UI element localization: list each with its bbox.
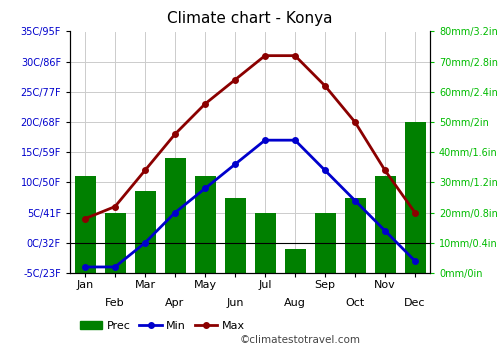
Bar bbox=[194, 176, 216, 273]
Bar bbox=[404, 122, 425, 273]
Bar bbox=[374, 176, 396, 273]
Bar bbox=[314, 212, 336, 273]
Text: ©climatestotravel.com: ©climatestotravel.com bbox=[240, 335, 361, 345]
Bar bbox=[134, 191, 156, 273]
Title: Climate chart - Konya: Climate chart - Konya bbox=[167, 11, 333, 26]
Text: Feb: Feb bbox=[105, 298, 125, 308]
Bar bbox=[254, 212, 276, 273]
Bar bbox=[344, 197, 366, 273]
Bar bbox=[74, 176, 96, 273]
Legend: Prec, Min, Max: Prec, Min, Max bbox=[76, 316, 249, 335]
Bar bbox=[224, 197, 246, 273]
Text: Oct: Oct bbox=[346, 298, 364, 308]
Bar bbox=[284, 249, 306, 273]
Text: Dec: Dec bbox=[404, 298, 426, 308]
Text: Jun: Jun bbox=[226, 298, 244, 308]
Bar bbox=[104, 212, 126, 273]
Text: Aug: Aug bbox=[284, 298, 306, 308]
Bar bbox=[164, 158, 186, 273]
Text: Apr: Apr bbox=[166, 298, 184, 308]
